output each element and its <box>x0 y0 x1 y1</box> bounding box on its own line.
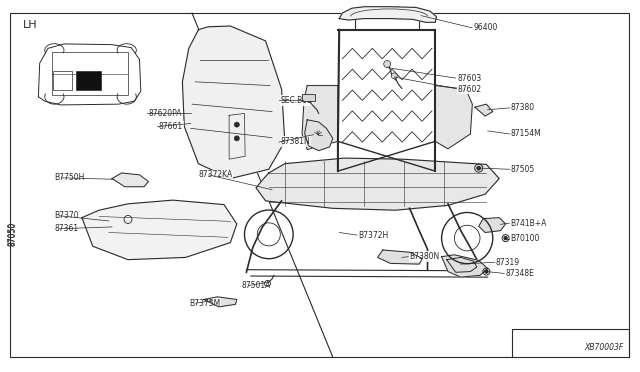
Polygon shape <box>435 86 472 149</box>
Polygon shape <box>112 173 148 187</box>
Circle shape <box>391 73 397 79</box>
Polygon shape <box>302 86 338 150</box>
Text: SEC.B6B: SEC.B6B <box>280 96 312 105</box>
Text: 87381N: 87381N <box>280 137 310 146</box>
Text: B7375M: B7375M <box>189 299 220 308</box>
Polygon shape <box>204 297 237 307</box>
Text: XB70003F: XB70003F <box>585 343 624 352</box>
Text: 87661: 87661 <box>159 122 183 131</box>
Polygon shape <box>447 257 477 272</box>
Bar <box>76 71 101 90</box>
Circle shape <box>384 61 390 67</box>
Text: B7380N: B7380N <box>410 252 440 261</box>
Text: 87620PA: 87620PA <box>148 109 182 118</box>
Text: 87361: 87361 <box>54 224 79 233</box>
Polygon shape <box>305 120 333 151</box>
Text: B7370: B7370 <box>54 211 79 219</box>
Circle shape <box>485 270 488 273</box>
Text: B7372H: B7372H <box>358 231 388 240</box>
Text: 87603: 87603 <box>458 74 482 83</box>
Polygon shape <box>479 218 506 232</box>
Bar <box>53 71 72 90</box>
Text: LH: LH <box>22 20 37 31</box>
Text: B7750H: B7750H <box>54 173 84 182</box>
Polygon shape <box>256 158 499 210</box>
Text: 87348E: 87348E <box>506 269 534 278</box>
Polygon shape <box>182 26 285 179</box>
Bar <box>302 94 315 101</box>
Polygon shape <box>82 200 237 260</box>
Text: 87501A: 87501A <box>242 281 271 290</box>
Polygon shape <box>442 255 488 277</box>
Text: 96400: 96400 <box>474 23 498 32</box>
Text: B741B+A: B741B+A <box>511 219 547 228</box>
Text: 87154M: 87154M <box>511 129 541 138</box>
Text: 87505: 87505 <box>511 165 535 174</box>
Text: 87602: 87602 <box>458 85 482 94</box>
Polygon shape <box>339 7 436 22</box>
Bar <box>52 52 128 95</box>
Text: 87319: 87319 <box>496 258 520 267</box>
Text: 87372KA: 87372KA <box>198 170 233 179</box>
Circle shape <box>234 136 239 141</box>
Polygon shape <box>378 250 422 264</box>
Polygon shape <box>475 104 493 116</box>
Circle shape <box>504 237 507 240</box>
Circle shape <box>477 166 481 170</box>
Text: 87050: 87050 <box>7 222 16 247</box>
Circle shape <box>234 122 239 127</box>
Text: B70100: B70100 <box>511 234 540 243</box>
Text: 87380: 87380 <box>511 103 535 112</box>
Text: 87050: 87050 <box>8 222 17 247</box>
